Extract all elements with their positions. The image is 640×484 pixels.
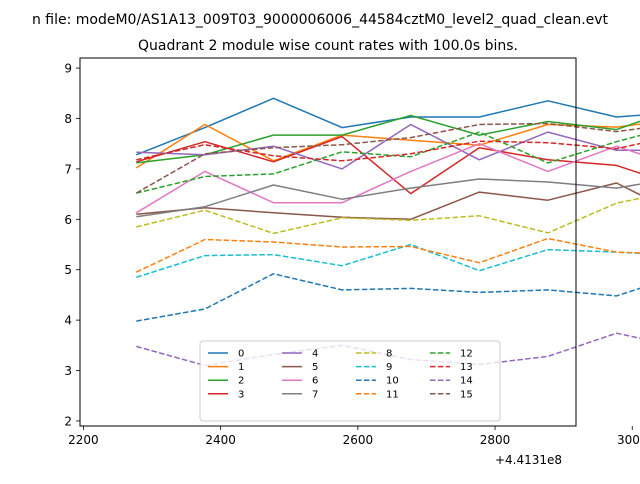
series-line-10 — [136, 273, 640, 322]
legend-label-7: 7 — [312, 389, 318, 400]
legend-label-12: 12 — [460, 349, 473, 360]
y-tick-label: 3 — [64, 364, 72, 378]
y-tick-label: 5 — [64, 263, 72, 277]
series-line-4 — [136, 123, 640, 170]
legend-label-11: 11 — [386, 389, 399, 400]
series-line-5 — [136, 182, 640, 221]
x-tick-label: 3000 — [617, 433, 640, 447]
legend-label-8: 8 — [386, 349, 392, 360]
series-line-2 — [136, 114, 640, 164]
y-tick-label: 6 — [64, 213, 72, 227]
y-tick-label: 8 — [64, 112, 72, 126]
legend-label-13: 13 — [460, 362, 473, 373]
legend-box — [199, 340, 501, 422]
x-axis: 220024002600280030003200340036003800 — [68, 426, 640, 447]
x-tick-label: 2800 — [480, 433, 511, 447]
legend-label-2: 2 — [238, 376, 244, 387]
legend-label-1: 1 — [238, 362, 244, 373]
figure-suptitle: n file: modeM0/AS1A13_009T03_9000006006_… — [32, 12, 609, 28]
y-tick-label: 7 — [64, 162, 72, 176]
legend-label-10: 10 — [386, 376, 399, 387]
y-axis: 2 3 4 5 6 7 8 9 — [64, 62, 80, 428]
legend-label-0: 0 — [238, 349, 244, 360]
legend-label-5: 5 — [312, 362, 318, 373]
legend-label-14: 14 — [460, 376, 473, 387]
series-line-6 — [135, 142, 640, 214]
y-tick-label: 4 — [64, 314, 72, 328]
x-tick-label: 2400 — [205, 433, 236, 447]
series-line-11 — [135, 237, 640, 273]
series-line-15 — [135, 122, 640, 194]
series-line-7 — [136, 178, 640, 218]
legend-label-15: 15 — [460, 389, 473, 400]
x-axis-offset-label: +4.4131e8 — [495, 453, 562, 467]
series-line-0 — [136, 97, 640, 156]
legend-label-9: 9 — [386, 362, 392, 373]
series-line-13 — [136, 140, 640, 162]
plot-frame — [79, 57, 577, 427]
series-line-9 — [136, 243, 640, 279]
series-line-8 — [136, 197, 640, 235]
y-tick-label: 2 — [64, 414, 72, 428]
y-tick-label: 9 — [64, 62, 72, 76]
x-tick-label: 2200 — [68, 433, 99, 447]
series-line-1 — [135, 123, 640, 169]
legend-label-6: 6 — [312, 376, 318, 387]
chart-title: Quadrant 2 module wise count rates with … — [138, 38, 518, 54]
legend-label-4: 4 — [312, 349, 318, 360]
legend-label-3: 3 — [238, 389, 244, 400]
series-lines — [135, 97, 640, 367]
x-tick-label: 2600 — [343, 433, 374, 447]
